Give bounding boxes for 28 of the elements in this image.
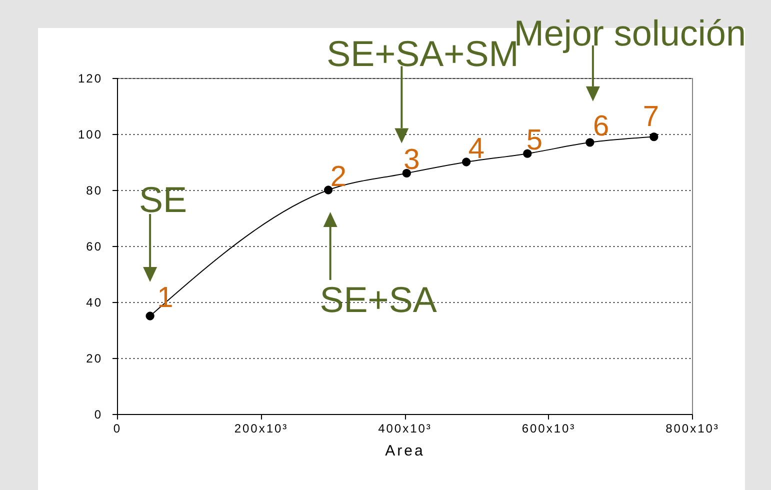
annotation: 4 <box>468 133 484 165</box>
y-tick-label: 20 <box>86 352 102 366</box>
annotation: 7 <box>642 100 660 133</box>
annotation: SE+SA <box>320 279 437 320</box>
annotation: 2 <box>330 161 346 193</box>
y-tick-label: 0 <box>94 408 102 422</box>
point <box>586 138 594 147</box>
point <box>324 186 333 194</box>
y-tick-label: 120 <box>78 72 102 86</box>
annotation: SE <box>139 179 188 220</box>
y-tick-label: 100 <box>78 128 102 142</box>
y-tick-label: 60 <box>86 240 102 254</box>
y-tick-label: 40 <box>86 296 102 310</box>
point <box>650 132 658 142</box>
annotation: 3 <box>404 144 420 176</box>
annotation: 6 <box>592 110 610 142</box>
point <box>146 312 154 320</box>
x-tick-label: 400x10³ <box>378 422 432 436</box>
x-tick-label: 0 <box>113 422 122 436</box>
y-tick-label: 80 <box>86 184 102 198</box>
x-tick-label: 200x10³ <box>234 422 288 436</box>
x-axis-title: Area <box>385 442 425 460</box>
point <box>523 149 532 158</box>
x-tick-label: 800x10³ <box>666 422 720 436</box>
point <box>462 158 471 166</box>
x-tick-label: 600x10³ <box>522 422 576 436</box>
annotation: 5 <box>526 124 543 157</box>
point <box>402 168 411 178</box>
